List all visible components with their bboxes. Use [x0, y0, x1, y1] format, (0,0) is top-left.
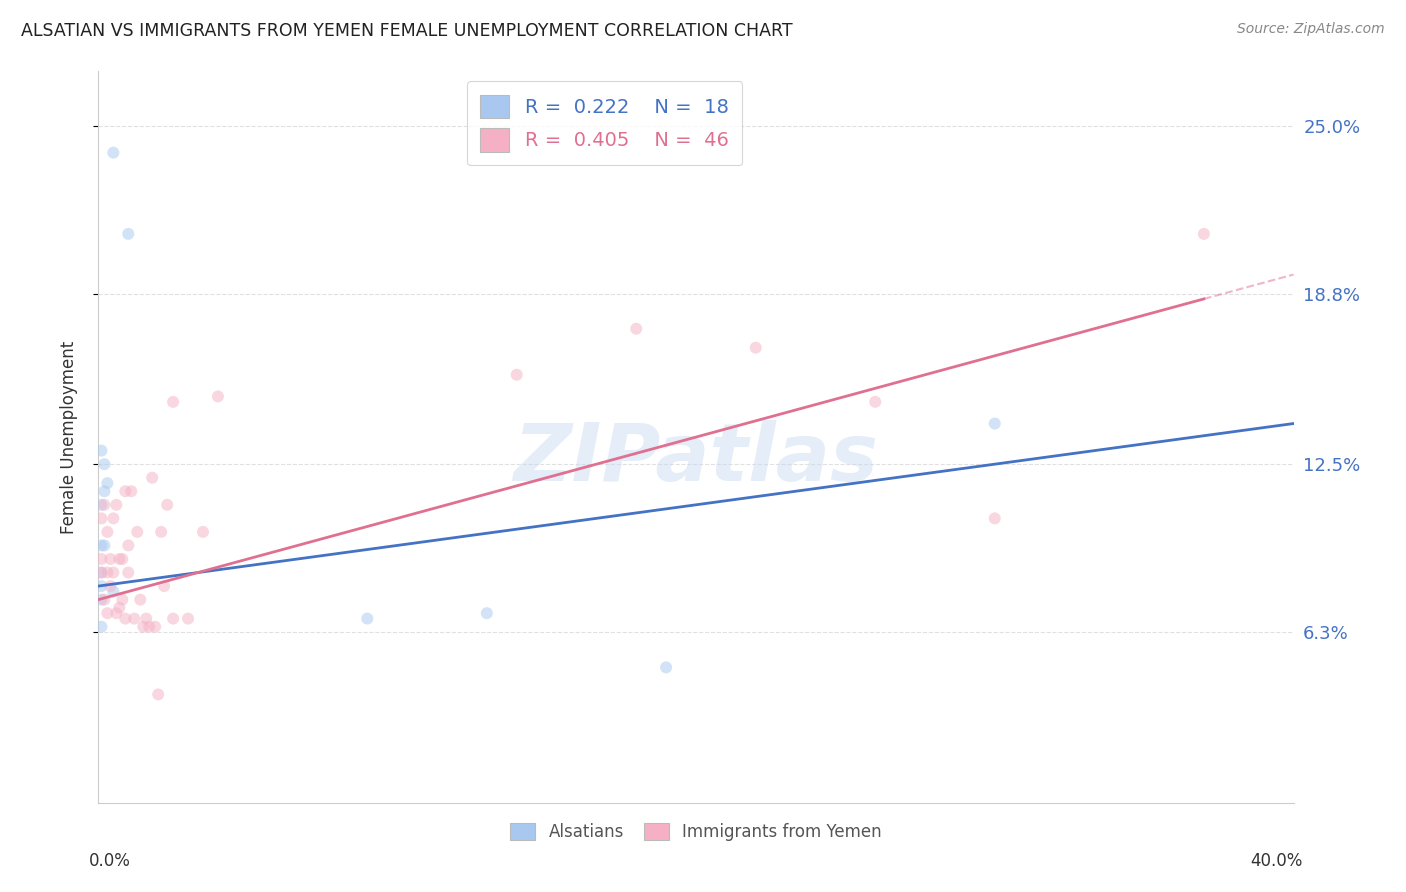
- Point: [655, 660, 678, 674]
- Point: [90, 538, 112, 552]
- Point: [124, 611, 146, 625]
- Point: [127, 524, 149, 539]
- Point: [153, 579, 176, 593]
- Point: [103, 584, 125, 599]
- Point: [103, 511, 125, 525]
- Point: [1192, 227, 1215, 241]
- Point: [626, 322, 648, 336]
- Point: [96, 524, 118, 539]
- Point: [90, 620, 112, 634]
- Point: [135, 611, 157, 625]
- Point: [114, 484, 136, 499]
- Point: [93, 592, 115, 607]
- Text: 0.0%: 0.0%: [89, 852, 131, 870]
- Point: [103, 145, 125, 160]
- Point: [90, 566, 112, 580]
- Point: [117, 538, 139, 552]
- Point: [207, 389, 229, 403]
- Point: [156, 498, 179, 512]
- Text: ALSATIAN VS IMMIGRANTS FROM YEMEN FEMALE UNEMPLOYMENT CORRELATION CHART: ALSATIAN VS IMMIGRANTS FROM YEMEN FEMALE…: [21, 22, 793, 40]
- Point: [98, 579, 122, 593]
- Point: [138, 620, 160, 634]
- Point: [177, 611, 200, 625]
- Point: [108, 600, 131, 615]
- Point: [98, 552, 122, 566]
- Point: [93, 484, 115, 499]
- Point: [90, 498, 112, 512]
- Point: [117, 566, 139, 580]
- Point: [129, 592, 152, 607]
- Point: [96, 566, 118, 580]
- Point: [111, 592, 134, 607]
- Point: [90, 579, 112, 593]
- Text: 40.0%: 40.0%: [1250, 852, 1303, 870]
- Text: Source: ZipAtlas.com: Source: ZipAtlas.com: [1237, 22, 1385, 37]
- Point: [90, 566, 112, 580]
- Point: [356, 611, 378, 625]
- Point: [162, 395, 184, 409]
- Point: [93, 538, 115, 552]
- Point: [90, 552, 112, 566]
- Point: [93, 457, 115, 471]
- Y-axis label: Female Unemployment: Female Unemployment: [59, 341, 77, 533]
- Point: [96, 606, 118, 620]
- Point: [108, 552, 131, 566]
- Point: [90, 592, 112, 607]
- Point: [143, 620, 166, 634]
- Point: [120, 484, 142, 499]
- Point: [984, 417, 1007, 431]
- Point: [162, 611, 184, 625]
- Point: [150, 524, 173, 539]
- Point: [90, 443, 112, 458]
- Legend: Alsatians, Immigrants from Yemen: Alsatians, Immigrants from Yemen: [502, 814, 890, 849]
- Point: [117, 227, 139, 241]
- Point: [191, 524, 214, 539]
- Point: [865, 395, 887, 409]
- Point: [132, 620, 155, 634]
- Point: [148, 688, 170, 702]
- Point: [90, 511, 112, 525]
- Point: [105, 606, 128, 620]
- Point: [475, 606, 498, 620]
- Point: [111, 552, 134, 566]
- Point: [141, 471, 163, 485]
- Point: [96, 476, 118, 491]
- Point: [105, 498, 128, 512]
- Point: [506, 368, 529, 382]
- Point: [984, 511, 1007, 525]
- Point: [745, 341, 768, 355]
- Point: [103, 566, 125, 580]
- Point: [114, 611, 136, 625]
- Point: [93, 498, 115, 512]
- Text: ZIPatlas: ZIPatlas: [513, 420, 879, 498]
